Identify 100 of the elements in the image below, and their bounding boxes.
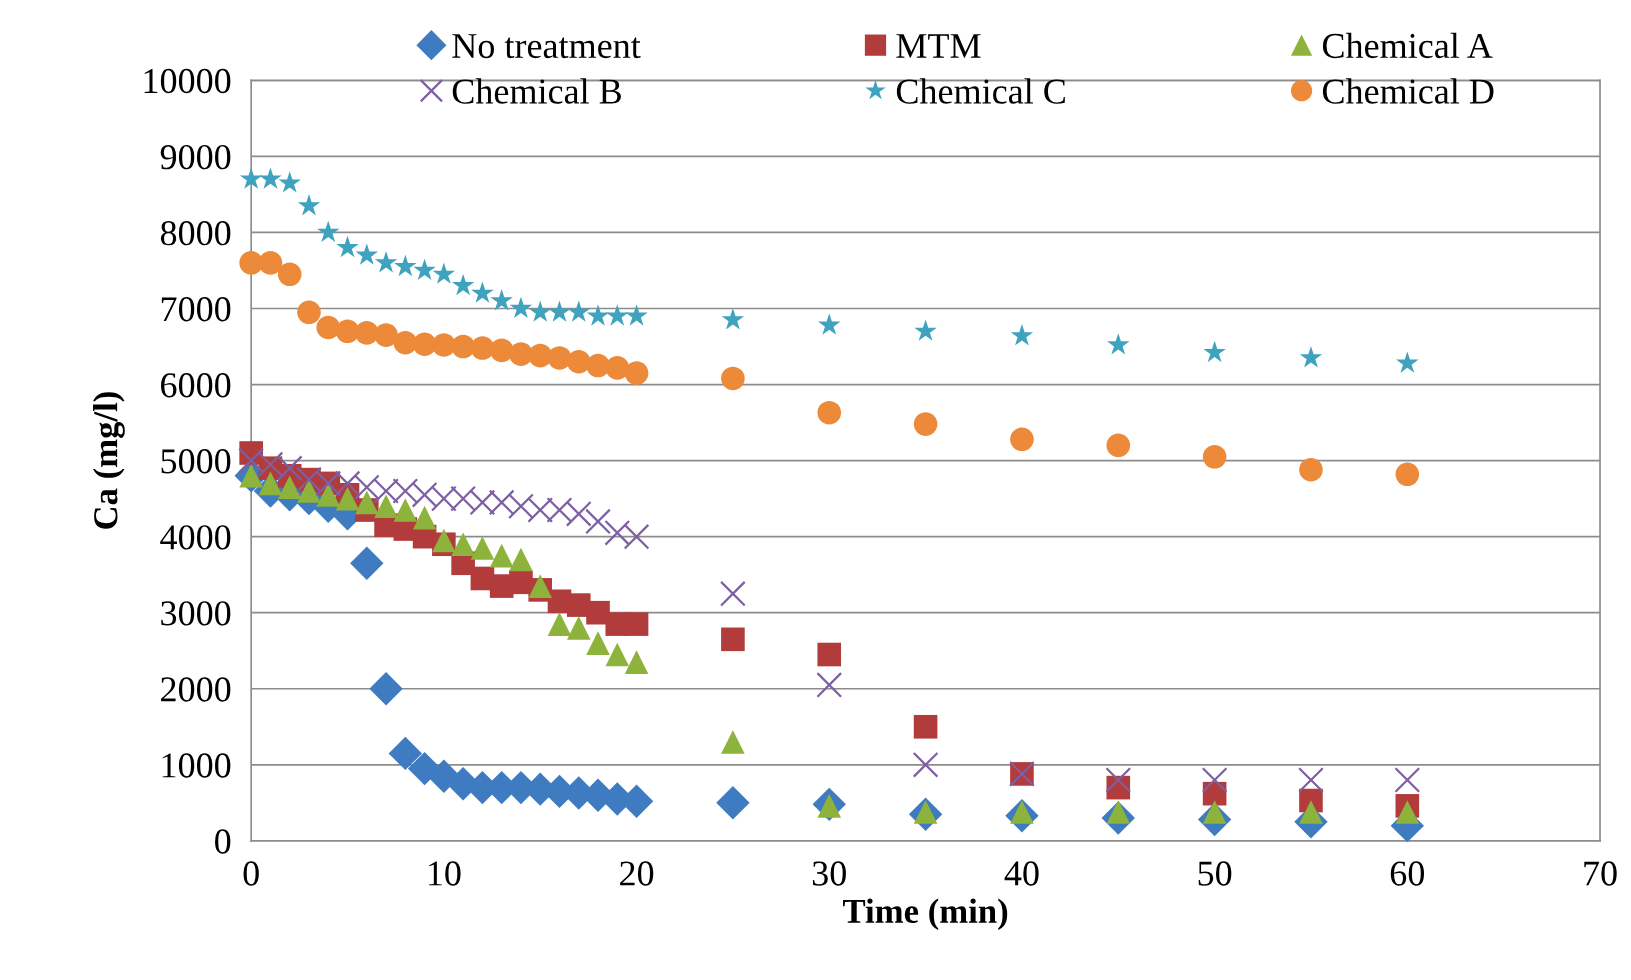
point <box>1298 767 1324 793</box>
x-tick-label: 0 <box>243 861 259 886</box>
y-tick-label: 9000 <box>160 144 231 170</box>
point <box>335 319 360 344</box>
legend-label: Chemical C <box>896 78 1065 104</box>
point <box>297 194 321 216</box>
point <box>489 543 514 568</box>
point <box>412 505 437 530</box>
point <box>585 508 611 535</box>
point <box>625 304 648 326</box>
x-tick-label: 40 <box>1004 861 1039 886</box>
point <box>469 489 496 516</box>
point <box>1107 333 1130 355</box>
point <box>624 650 649 674</box>
point <box>1396 351 1419 373</box>
point <box>546 497 573 523</box>
point <box>470 336 495 360</box>
point <box>432 262 456 284</box>
y-tick-label: 5000 <box>161 449 231 474</box>
point <box>624 361 649 385</box>
legend-label: Chemical D <box>1322 78 1494 104</box>
x-tick-label: 60 <box>1390 861 1424 886</box>
y-tick-label: 8000 <box>160 220 231 246</box>
point <box>430 485 457 512</box>
point <box>488 489 515 516</box>
legend-label: MTM <box>896 34 981 58</box>
point <box>913 714 938 739</box>
point <box>316 315 341 340</box>
point <box>566 616 591 640</box>
point <box>388 736 423 771</box>
point <box>508 493 534 520</box>
point <box>606 304 629 326</box>
legend-label: Chemical A <box>1322 32 1493 59</box>
point <box>490 289 513 311</box>
point <box>721 627 745 652</box>
point <box>1395 462 1420 487</box>
point <box>816 672 843 698</box>
legend-label: No treatment <box>452 34 641 59</box>
point <box>1299 346 1323 368</box>
point <box>1299 800 1323 824</box>
x-tick-label: 70 <box>1584 861 1617 886</box>
x-tick-label: 30 <box>812 861 846 886</box>
point <box>451 532 475 557</box>
point <box>451 273 475 296</box>
y-tick-label: 4000 <box>160 525 231 550</box>
y-tick-label: 1000 <box>162 753 231 778</box>
point <box>258 471 283 496</box>
point <box>716 786 750 820</box>
point <box>354 321 379 345</box>
point <box>818 313 841 335</box>
point <box>623 523 650 550</box>
x-tick-label: 10 <box>428 861 461 886</box>
point <box>238 447 265 474</box>
point <box>489 338 514 363</box>
point <box>239 251 263 275</box>
point <box>719 580 746 607</box>
point <box>528 300 552 322</box>
y-axis-title: Ca (mg/l) <box>93 392 125 529</box>
point <box>450 485 477 512</box>
point <box>548 300 571 322</box>
point <box>1201 767 1228 793</box>
point <box>394 254 417 277</box>
point <box>353 474 380 501</box>
point <box>721 366 745 391</box>
point <box>259 167 282 189</box>
point <box>392 478 419 504</box>
point <box>721 730 745 754</box>
point <box>334 470 361 497</box>
y-tick-label: 6000 <box>161 373 231 398</box>
point <box>1394 767 1421 793</box>
point <box>586 304 610 326</box>
point <box>586 353 610 378</box>
point <box>297 300 321 325</box>
point <box>369 672 403 706</box>
y-tick-label: 7000 <box>161 297 231 322</box>
y-tick-label: 2000 <box>161 677 231 702</box>
point <box>350 546 384 580</box>
point <box>721 308 745 330</box>
point <box>605 642 630 667</box>
point <box>258 251 283 275</box>
point <box>565 500 592 527</box>
point <box>1299 457 1323 482</box>
point <box>1010 324 1034 346</box>
point <box>257 451 284 478</box>
point <box>355 243 379 265</box>
point <box>470 536 495 560</box>
point <box>912 751 939 778</box>
point <box>316 483 341 507</box>
point <box>1203 340 1226 363</box>
point <box>586 631 610 655</box>
point <box>297 479 321 503</box>
point <box>604 519 631 546</box>
point <box>547 346 572 370</box>
x-tick-label: 50 <box>1198 861 1232 886</box>
point <box>373 478 399 504</box>
point <box>276 455 303 482</box>
point <box>393 498 418 522</box>
point <box>413 258 436 281</box>
point <box>509 296 533 319</box>
point <box>817 642 842 667</box>
